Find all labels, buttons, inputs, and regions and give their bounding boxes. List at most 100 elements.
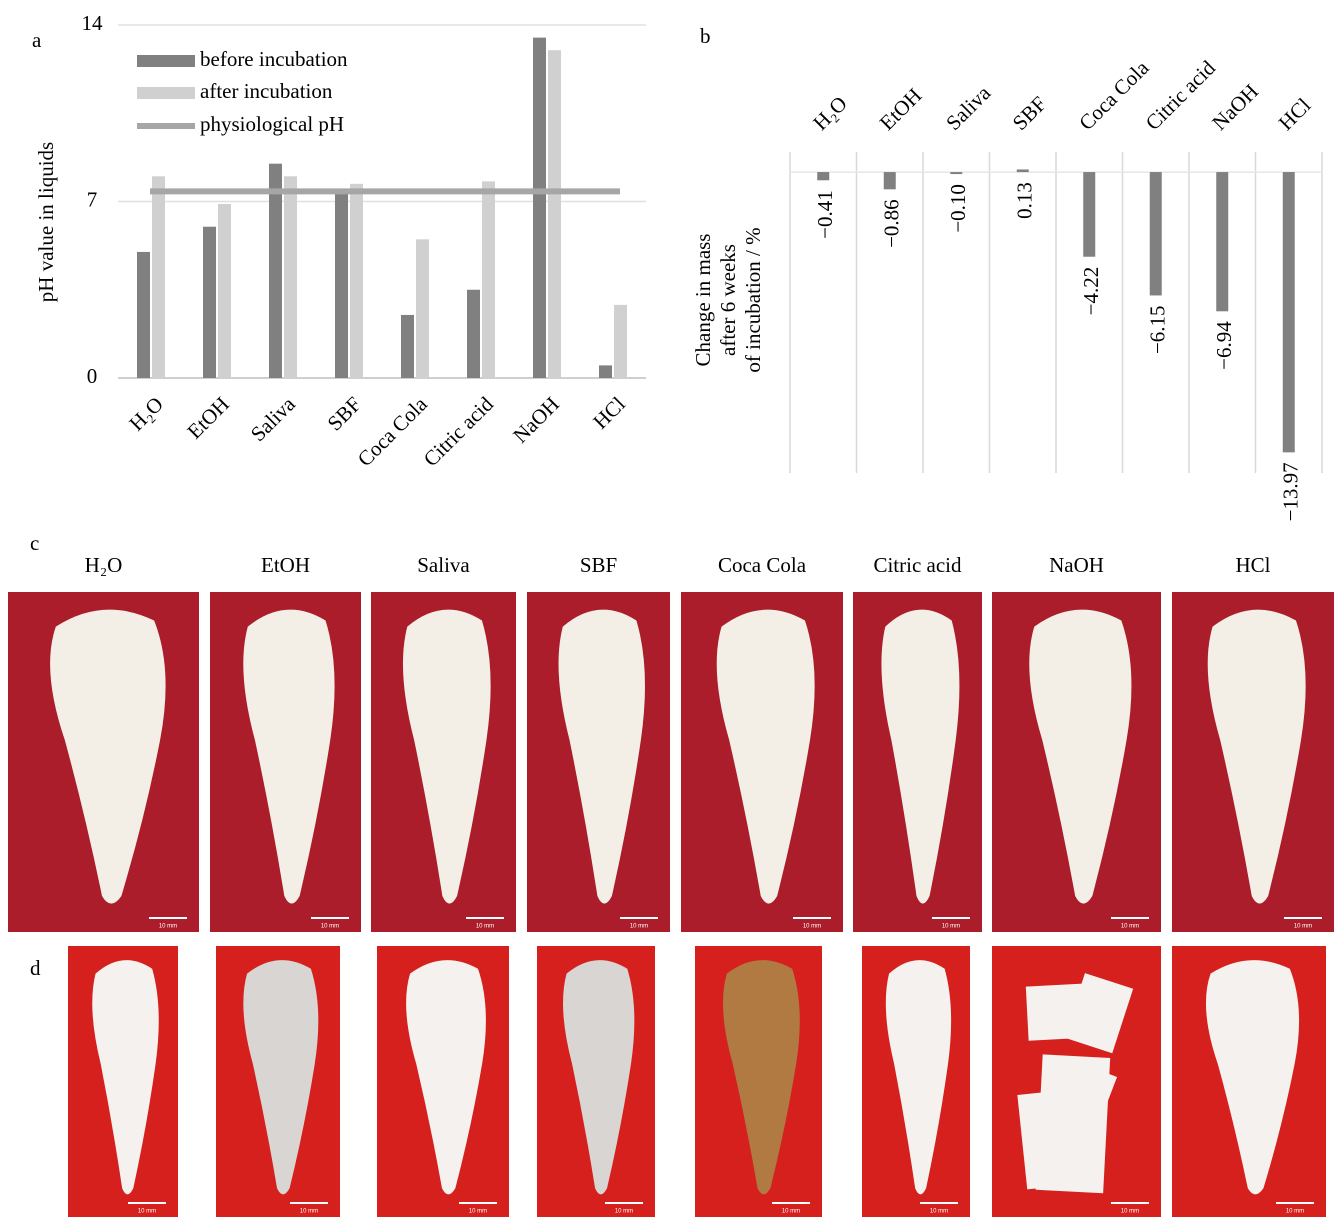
scale-bar-label: 10 mm: [321, 924, 339, 930]
scale-bar-label: 10 mm: [1121, 924, 1139, 930]
panel-label: b: [700, 24, 711, 48]
value-label: −0.10: [946, 184, 970, 233]
tooth: [1205, 960, 1300, 1195]
x-tick-label: Citric acid: [419, 392, 499, 472]
photo: 10 mm: [527, 592, 670, 932]
bar: [817, 172, 830, 181]
bar: [548, 50, 561, 378]
photo-heading: SBF: [580, 553, 617, 577]
photo-heading: Saliva: [417, 553, 470, 577]
photo: 10 mm: [8, 592, 199, 932]
y-tick-label: 0: [87, 364, 98, 388]
scale-bar-label: 10 mm: [138, 1209, 156, 1215]
photo-heading: NaOH: [1049, 553, 1104, 577]
value-label: −13.97: [1279, 462, 1303, 521]
bar: [350, 183, 363, 378]
tooth: [563, 960, 635, 1195]
tooth: [722, 960, 800, 1195]
scale-bar-label: 10 mm: [803, 924, 821, 930]
photo: 10 mm: [216, 946, 340, 1217]
tooth: [1207, 609, 1306, 904]
photo-heading: HCl: [1235, 553, 1270, 577]
legend-label: after incubation: [200, 79, 333, 103]
x-tick-label: NaOH: [1207, 79, 1263, 135]
scale-bar-label: 10 mm: [300, 1209, 318, 1215]
tooth: [402, 609, 491, 904]
value-label: −6.15: [1146, 305, 1170, 354]
bar: [1282, 172, 1295, 453]
scale-bar-label: 10 mm: [1121, 1209, 1139, 1215]
bar: [614, 304, 627, 378]
photo: 10 mm: [1172, 592, 1334, 932]
bar: [883, 172, 896, 190]
tooth: [716, 609, 815, 904]
photo: 10 mm: [862, 946, 970, 1217]
scale-bar-label: 10 mm: [930, 1209, 948, 1215]
tooth: [881, 609, 960, 904]
x-tick-label: Citric acid: [1141, 55, 1221, 135]
value-label: 0.13: [1013, 182, 1037, 219]
bar: [218, 204, 231, 378]
panel-label: c: [30, 531, 39, 555]
y-axis-label: Change in mass: [691, 234, 715, 367]
photo: 10 mm: [853, 592, 982, 932]
bar: [1216, 172, 1229, 312]
x-tick-label: Saliva: [246, 391, 301, 446]
bar: [416, 239, 429, 378]
bar: [269, 163, 282, 378]
bar: [533, 37, 546, 378]
tooth: [558, 609, 645, 904]
photo-heading: Citric acid: [873, 553, 962, 577]
tooth: [243, 609, 335, 904]
photo: 10 mm: [992, 946, 1161, 1217]
scale-bar-label: 10 mm: [615, 1209, 633, 1215]
photo: 10 mm: [537, 946, 655, 1217]
y-tick-label: 7: [87, 187, 98, 211]
legend-label: physiological pH: [200, 112, 344, 136]
panel-label: a: [32, 28, 42, 52]
value-label: −4.22: [1079, 267, 1103, 316]
photo: 10 mm: [992, 592, 1161, 932]
value-label: −6.94: [1212, 321, 1236, 370]
x-tick-label: H₂O: [124, 392, 168, 436]
photo: 10 mm: [210, 592, 361, 932]
x-tick-label: HCl: [588, 392, 630, 434]
legend-swatch: [137, 55, 195, 67]
y-axis-label: pH value in liquids: [34, 142, 58, 302]
bar: [401, 314, 414, 378]
x-tick-label: EtOH: [875, 83, 927, 135]
scale-bar-label: 10 mm: [476, 924, 494, 930]
tooth: [243, 960, 319, 1195]
photo: 10 mm: [695, 946, 822, 1217]
y-axis-label: after 6 weeks: [716, 244, 740, 356]
tooth: [92, 960, 159, 1195]
bar: [1149, 172, 1162, 296]
x-tick-label: Coca Cola: [353, 391, 433, 471]
scale-bar-label: 10 mm: [782, 1209, 800, 1215]
scale-bar-label: 10 mm: [1294, 924, 1312, 930]
y-axis-label: of incubation / %: [741, 227, 765, 372]
fragment: [1064, 973, 1134, 1054]
bar: [284, 176, 297, 378]
tooth: [406, 960, 486, 1195]
photo-heading: EtOH: [261, 553, 310, 577]
x-tick-label: Coca Cola: [1074, 55, 1154, 135]
photo: 10 mm: [681, 592, 843, 932]
photo-heading: Coca Cola: [718, 553, 807, 577]
bar: [482, 181, 495, 378]
tooth: [1029, 609, 1132, 904]
tooth: [50, 609, 166, 904]
scale-bar-label: 10 mm: [469, 1209, 487, 1215]
bar: [599, 365, 612, 378]
photo: 10 mm: [371, 592, 516, 932]
tooth: [885, 960, 952, 1195]
x-tick-label: SBF: [323, 392, 366, 435]
x-tick-label: SBF: [1008, 92, 1051, 135]
y-tick-label: 14: [82, 11, 104, 35]
fragment: [1054, 1067, 1118, 1179]
photo-heading: H₂O: [85, 553, 123, 577]
legend-label: before incubation: [200, 47, 348, 71]
bar: [137, 251, 150, 378]
